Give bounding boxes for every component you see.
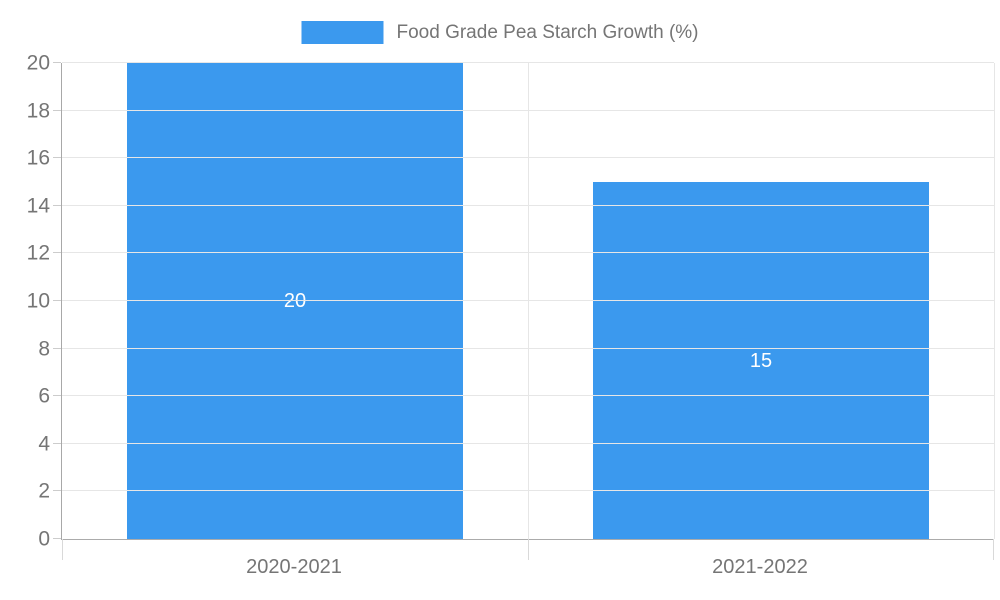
bar: 20 xyxy=(127,63,463,539)
category-cell: 15 xyxy=(528,63,994,539)
y-axis-tick-label: 6 xyxy=(38,384,50,408)
y-axis-tick-label: 18 xyxy=(26,99,50,123)
x-axis-category-label: 2020-2021 xyxy=(246,556,342,578)
y-axis-tick-label: 12 xyxy=(26,241,50,265)
legend[interactable]: Food Grade Pea Starch Growth (%) xyxy=(301,21,699,44)
category-cell: 20 xyxy=(62,63,528,539)
y-axis-tick-label: 0 xyxy=(38,527,50,551)
y-axis-tick xyxy=(53,300,61,301)
x-axis-boundary-tick xyxy=(62,539,63,560)
legend-swatch-icon xyxy=(301,21,384,44)
bar-value-label: 20 xyxy=(283,290,307,312)
x-axis: 2020-2021 2021-2022 xyxy=(61,556,993,579)
y-axis: 0 2 4 6 8 10 12 14 16 18 20 xyxy=(0,53,50,550)
y-axis-tick-label: 4 xyxy=(38,432,50,456)
y-axis-tick-label: 10 xyxy=(26,289,50,313)
v-gridline xyxy=(528,63,529,539)
y-axis-tick xyxy=(53,347,61,349)
bar-series: 20 15 xyxy=(62,63,994,539)
y-axis-tick xyxy=(53,204,61,206)
bar: 15 xyxy=(593,182,929,539)
y-axis-tick xyxy=(53,395,61,397)
y-axis-tick xyxy=(53,442,61,444)
y-axis-tick xyxy=(53,538,61,539)
x-axis-boundary-tick xyxy=(993,539,994,560)
y-axis-tick xyxy=(53,157,61,159)
y-axis-tick xyxy=(53,109,61,111)
y-axis-tick-label: 8 xyxy=(38,337,50,361)
x-axis-category-label: 2021-2022 xyxy=(712,556,808,578)
v-gridline xyxy=(994,63,995,539)
y-axis-tick-label: 2 xyxy=(38,479,50,503)
y-axis-tick xyxy=(53,252,61,254)
y-axis-tick-label: 16 xyxy=(26,146,50,170)
bar-value-label: 15 xyxy=(749,349,773,372)
y-axis-tick xyxy=(53,62,61,63)
plot-area: 20 15 xyxy=(53,62,995,560)
x-axis-boundary-tick xyxy=(528,539,529,560)
legend-label: Food Grade Pea Starch Growth (%) xyxy=(396,21,699,43)
y-axis-tick-label: 20 xyxy=(26,51,50,75)
y-axis-tick xyxy=(53,490,61,492)
h-gridline xyxy=(62,62,994,63)
y-axis-tick-label: 14 xyxy=(26,194,50,218)
